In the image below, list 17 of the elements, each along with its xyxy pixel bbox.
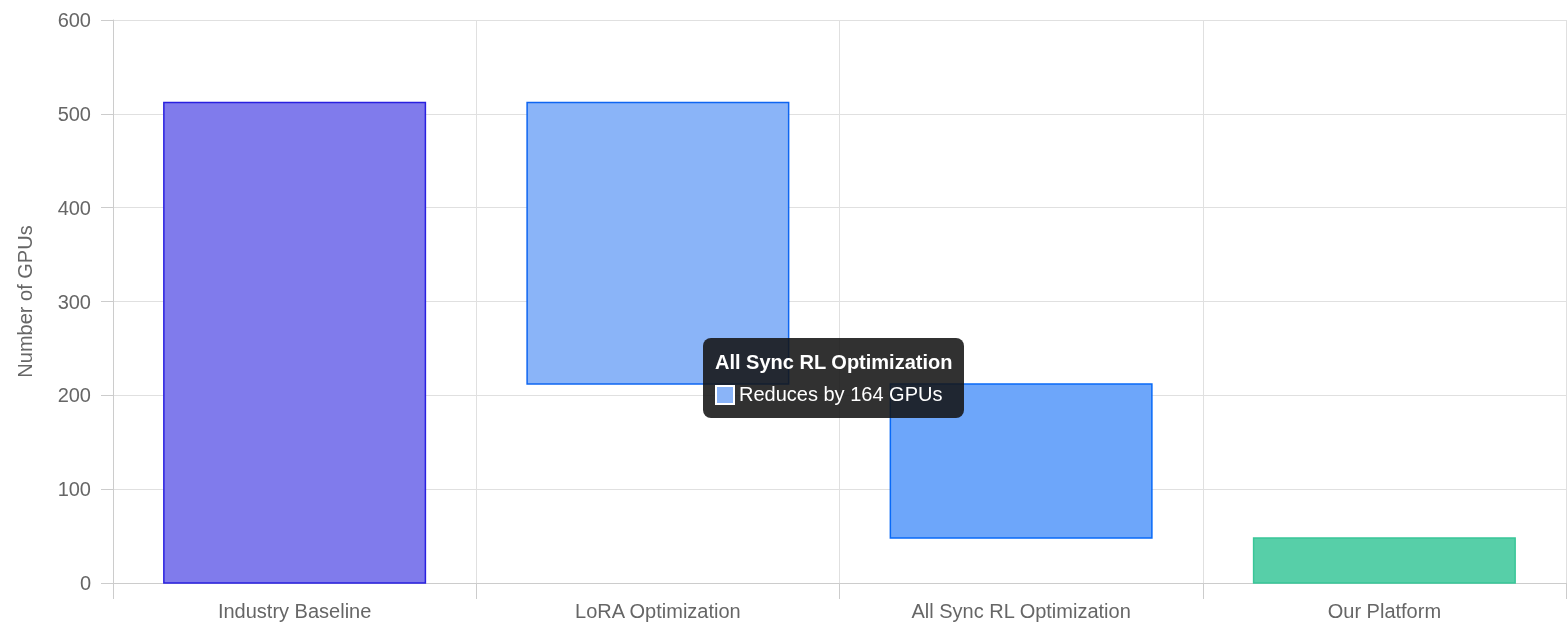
x-tick-label: Our Platform xyxy=(1327,600,1442,622)
y-tick-label: 400 xyxy=(57,196,91,219)
x-tick-label: All Sync RL Optimization xyxy=(911,600,1131,622)
x-tick-label: Industry Baseline xyxy=(217,600,372,622)
y-tick-label: 0 xyxy=(79,572,91,594)
bar xyxy=(163,101,427,584)
y-tick-label: 200 xyxy=(57,384,91,407)
y-tick-label: 300 xyxy=(57,290,91,313)
y-tick-label: 100 xyxy=(57,478,91,501)
x-tick-label: LoRA Optimization xyxy=(575,600,741,622)
annotation: All Sync RL Optimization xyxy=(715,350,953,375)
y-axis-title: Number of GPUs xyxy=(14,225,36,378)
y-tick-label: 600 xyxy=(57,9,91,31)
bar xyxy=(1252,537,1516,584)
annotation: Reduces by 164 GPUs xyxy=(738,382,944,407)
bar xyxy=(889,383,1153,539)
y-tick-label: 500 xyxy=(57,102,91,125)
